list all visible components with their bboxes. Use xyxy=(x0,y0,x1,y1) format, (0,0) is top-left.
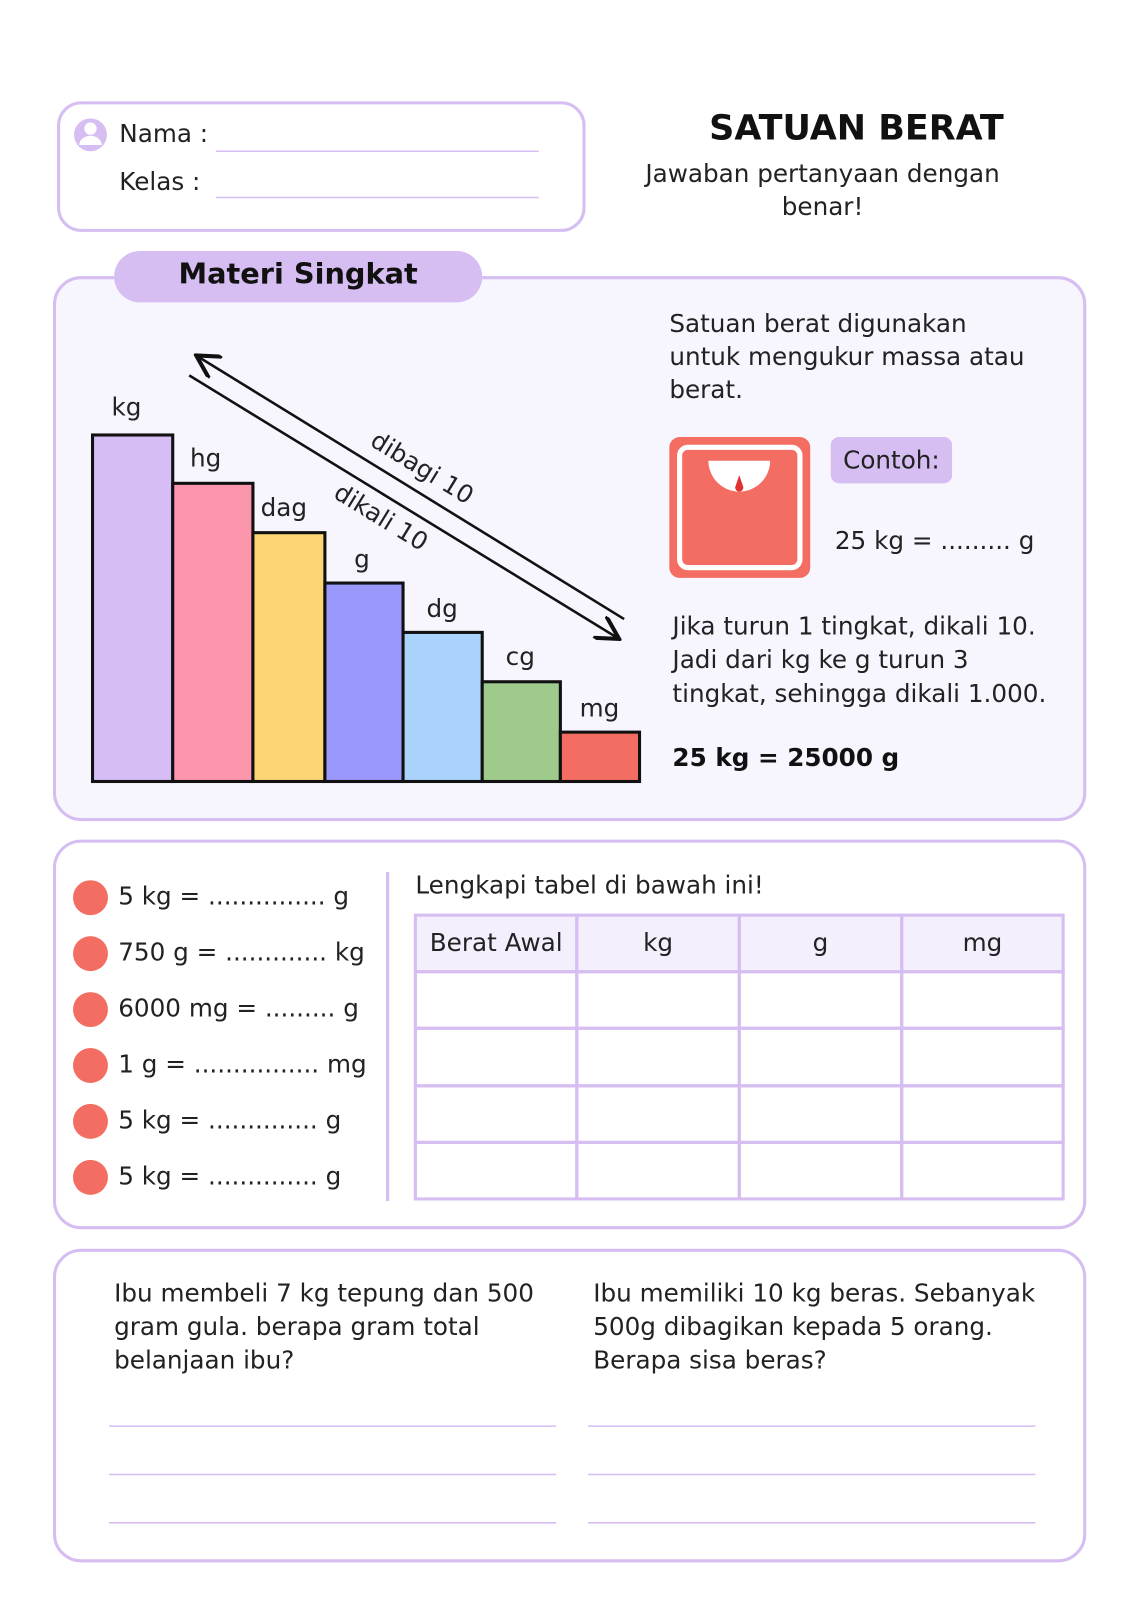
explanation-line: tingkat, sehingga dikali 1.000. xyxy=(672,679,1046,708)
example: 25 kg = ......... g xyxy=(835,526,1035,555)
class-label: Kelas : xyxy=(119,167,200,196)
explanation-line: Jadi dari kg ke g turun 3 xyxy=(670,645,968,674)
unit-label: cg xyxy=(506,642,535,671)
step xyxy=(251,531,327,784)
bullet xyxy=(73,1159,108,1195)
exercise-item: 1 g = ................ mg xyxy=(118,1049,366,1078)
subtitle-line: benar! xyxy=(782,192,864,221)
step xyxy=(323,581,405,784)
bullet xyxy=(73,880,108,916)
problem-line: Ibu memiliki 10 kg beras. Sebanyak xyxy=(593,1279,1036,1308)
table-header: mg xyxy=(963,928,1003,957)
table-header: kg xyxy=(643,928,673,957)
title: SATUAN BERAT xyxy=(709,109,1004,149)
table-cell xyxy=(900,1140,1065,1201)
description-line: Satuan berat digunakan xyxy=(669,309,966,338)
summary-heading: Materi Singkat xyxy=(179,257,419,291)
answer-table: Berat Awal kg g mg xyxy=(413,913,1065,1201)
table-instruction: Lengkapi tabel di bawah ini! xyxy=(415,870,763,899)
bullet xyxy=(73,1047,108,1083)
name-label: Nama : xyxy=(119,119,208,148)
avatar-body xyxy=(79,135,102,146)
scale-icon xyxy=(669,437,811,578)
scale-needle xyxy=(735,475,744,492)
table-header: Berat Awal xyxy=(430,928,563,957)
bullet xyxy=(73,992,108,1028)
problem-box xyxy=(52,1248,1087,1563)
divide-arrow xyxy=(198,357,625,621)
multiply-arrow xyxy=(188,374,617,637)
bullet xyxy=(73,1103,108,1139)
exercise-item: 5 kg = ............... g xyxy=(118,882,349,911)
identity-box xyxy=(57,101,586,232)
table-header: g xyxy=(813,928,829,957)
problem-line: 500g dibagikan kepada 5 orang. xyxy=(593,1312,993,1341)
step xyxy=(480,680,562,784)
unit-label: dag xyxy=(261,493,307,522)
exercise-item: 750 g = ............. kg xyxy=(118,938,365,967)
step xyxy=(171,481,255,784)
problem-line: belanjaan ibu? xyxy=(114,1345,294,1374)
problems: Ibu membeli 7 kg tepung dan 500 gram gula… xyxy=(108,1279,1036,1524)
unit-label: hg xyxy=(190,444,221,473)
problem-line: gram gula. berapa gram total xyxy=(114,1312,479,1341)
unit-label: dg xyxy=(426,594,457,623)
exercise-item: 6000 mg = ......... g xyxy=(118,994,359,1023)
bullet xyxy=(73,936,108,972)
scale-body xyxy=(669,437,811,578)
subtitle-line: Jawaban pertanyaan dengan xyxy=(643,159,999,188)
scale-frame xyxy=(677,444,803,571)
example-pill xyxy=(830,437,953,484)
description-line: berat. xyxy=(669,375,743,404)
problem-line: Berapa sisa beras? xyxy=(593,1345,826,1374)
step xyxy=(558,730,642,784)
exercise-item: 5 kg = .............. g xyxy=(118,1161,341,1190)
description-line: untuk mengukur massa atau xyxy=(669,342,1024,371)
step xyxy=(90,433,175,784)
unit-label: mg xyxy=(580,694,620,723)
example-label: Contoh: xyxy=(843,446,940,475)
unit-label: kg xyxy=(111,392,141,421)
exercise-item: 5 kg = .............. g xyxy=(118,1105,341,1134)
unit-label: g xyxy=(354,544,370,573)
summary-heading-pill xyxy=(114,250,483,303)
avatar-head xyxy=(84,122,97,135)
unit-staircase xyxy=(90,433,642,784)
step xyxy=(401,630,484,784)
explanation-line: Jika turun 1 tingkat, dikali 10. xyxy=(670,611,1035,640)
problem-line: Ibu membeli 7 kg tepung dan 500 xyxy=(114,1279,534,1308)
example-answer: 25 kg = 25000 g xyxy=(672,743,899,772)
